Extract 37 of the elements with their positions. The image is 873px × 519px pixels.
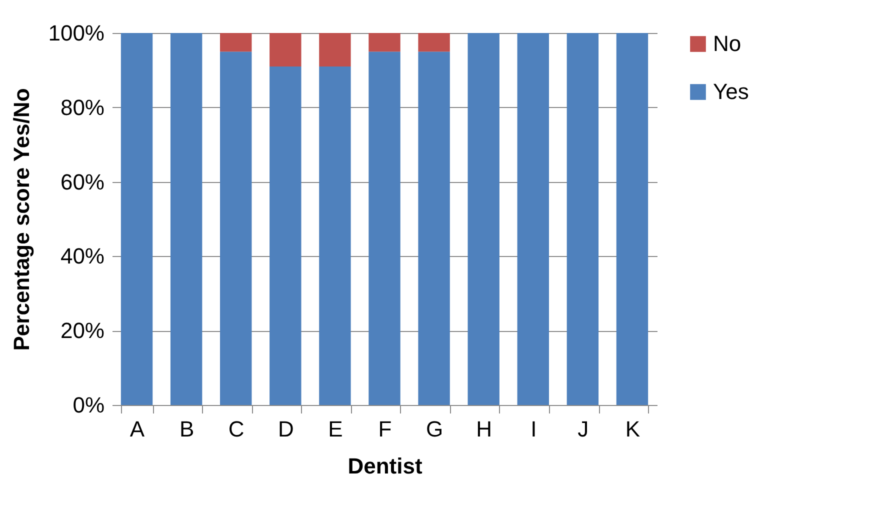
y-tick-label: 20% bbox=[60, 318, 104, 344]
x-tick-label: C bbox=[228, 416, 244, 442]
bar bbox=[220, 33, 252, 52]
y-axis-title: Percentage score Yes/No bbox=[9, 88, 34, 351]
y-tick-label: 0% bbox=[72, 392, 104, 418]
x-tick-label: K bbox=[625, 416, 640, 442]
bar bbox=[368, 52, 400, 405]
y-tick-label: 60% bbox=[60, 169, 104, 194]
x-tick-label: F bbox=[378, 416, 392, 442]
bar bbox=[368, 33, 400, 52]
bar bbox=[566, 33, 599, 405]
bar bbox=[468, 33, 500, 405]
x-tick-label: J bbox=[578, 416, 589, 442]
x-tick-label: E bbox=[328, 416, 343, 442]
bar bbox=[170, 33, 202, 405]
bar bbox=[270, 66, 302, 405]
bar bbox=[418, 52, 450, 405]
x-axis-title: Dentist bbox=[348, 454, 423, 478]
x-tick-label: B bbox=[179, 416, 194, 442]
legend-label: No bbox=[713, 31, 742, 56]
bar bbox=[319, 66, 351, 405]
x-tick-label: A bbox=[130, 416, 145, 442]
x-tick-label: G bbox=[426, 416, 444, 442]
bar bbox=[418, 33, 450, 52]
x-tick-label: D bbox=[278, 416, 294, 442]
bar bbox=[517, 33, 549, 405]
y-tick-label: 80% bbox=[60, 94, 104, 120]
bar bbox=[616, 33, 648, 405]
y-tick-label: 100% bbox=[48, 20, 104, 46]
bar bbox=[220, 52, 252, 405]
x-tick-label: H bbox=[476, 416, 492, 442]
x-tick-label: I bbox=[530, 416, 537, 442]
bar bbox=[319, 33, 351, 66]
y-tick-label: 40% bbox=[60, 244, 104, 269]
bar bbox=[120, 33, 153, 405]
legend-label: Yes bbox=[713, 79, 749, 104]
bar bbox=[270, 33, 302, 66]
